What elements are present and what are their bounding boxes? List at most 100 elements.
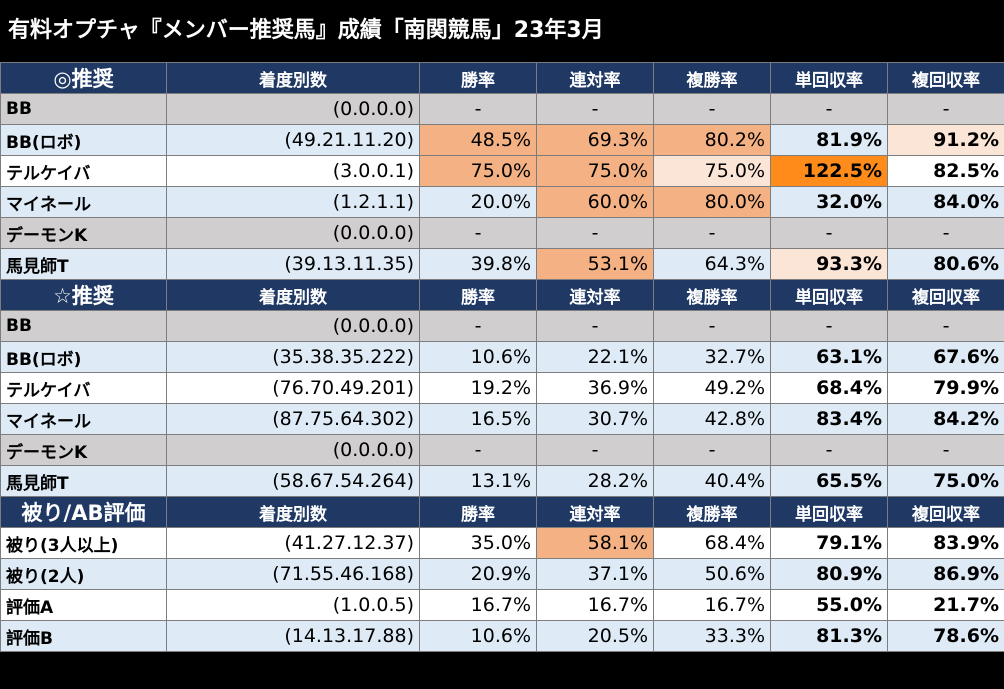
stat-cell: 37.1% bbox=[536, 558, 654, 590]
stat-cell: 67.6% bbox=[887, 341, 1004, 373]
stat-cell: 86.9% bbox=[887, 558, 1004, 590]
stat-cell: 20.5% bbox=[536, 620, 654, 652]
stat-cell: - bbox=[419, 93, 537, 125]
stat-cell: 32.0% bbox=[770, 186, 888, 218]
row-name: 被り(2人) bbox=[0, 558, 167, 590]
stat-cell: 16.5% bbox=[419, 403, 537, 435]
stat-cell: 53.1% bbox=[536, 248, 654, 280]
column-header: 複回収率 bbox=[887, 279, 1004, 311]
stat-cell: 36.9% bbox=[536, 372, 654, 404]
stat-cell: 19.2% bbox=[419, 372, 537, 404]
table-row: BB (0.0.0.0) - - - - - bbox=[0, 93, 1004, 125]
stat-cell: 75.0% bbox=[887, 465, 1004, 497]
table-row: 評価A (1.0.0.5) 16.7% 16.7% 16.7% 55.0% 21.7% bbox=[0, 589, 1004, 621]
column-header: 複回収率 bbox=[887, 62, 1004, 94]
stat-cell: - bbox=[770, 93, 888, 125]
column-header: 複勝率 bbox=[653, 496, 771, 528]
row-record: (0.0.0.0) bbox=[166, 217, 420, 249]
stat-cell: 42.8% bbox=[653, 403, 771, 435]
stat-cell: 63.1% bbox=[770, 341, 888, 373]
stat-cell: 33.3% bbox=[653, 620, 771, 652]
column-header: 着度別数 bbox=[166, 279, 420, 311]
stat-cell: - bbox=[653, 93, 771, 125]
row-record: (0.0.0.0) bbox=[166, 93, 420, 125]
stat-cell: - bbox=[887, 310, 1004, 342]
row-name: 馬見師T bbox=[0, 248, 167, 280]
stat-cell: 60.0% bbox=[536, 186, 654, 218]
page-title: 有料オプチャ『メンバー推奨馬』成績「南関競馬」23年3月 bbox=[8, 18, 604, 43]
stat-cell: 10.6% bbox=[419, 620, 537, 652]
stat-cell: 65.5% bbox=[770, 465, 888, 497]
row-record: (35.38.35.222) bbox=[166, 341, 420, 373]
column-header: 勝率 bbox=[419, 62, 537, 94]
column-header: 複勝率 bbox=[653, 279, 771, 311]
table-row: BB (0.0.0.0) - - - - - bbox=[0, 310, 1004, 342]
row-name: デーモンK bbox=[0, 434, 167, 466]
stat-cell: 81.3% bbox=[770, 620, 888, 652]
column-header: 複回収率 bbox=[887, 496, 1004, 528]
row-record: (39.13.11.35) bbox=[166, 248, 420, 280]
table-row: 馬見師T (39.13.11.35) 39.8% 53.1% 64.3% 93.3% 80.… bbox=[0, 248, 1004, 280]
column-header: 勝率 bbox=[419, 496, 537, 528]
table-row: 被り(2人) (71.55.46.168) 20.9% 37.1% 50.6% 80.9%… bbox=[0, 558, 1004, 590]
stat-cell: - bbox=[536, 434, 654, 466]
table-row: 馬見師T (58.67.54.264) 13.1% 28.2% 40.4% 65.5% 75… bbox=[0, 465, 1004, 497]
table-row: デーモンK (0.0.0.0) - - - - - bbox=[0, 434, 1004, 466]
stat-cell: 55.0% bbox=[770, 589, 888, 621]
stat-cell: 122.5% bbox=[770, 155, 888, 187]
stat-cell: 91.2% bbox=[887, 124, 1004, 156]
table-row: 被り(3人以上) (41.27.12.37) 35.0% 58.1% 68.4% 79.1… bbox=[0, 527, 1004, 559]
stat-cell: - bbox=[770, 434, 888, 466]
stat-cell: 84.2% bbox=[887, 403, 1004, 435]
row-record: (76.70.49.201) bbox=[166, 372, 420, 404]
stat-cell: 93.3% bbox=[770, 248, 888, 280]
row-record: (71.55.46.168) bbox=[166, 558, 420, 590]
column-header: 着度別数 bbox=[166, 62, 420, 94]
table-row: マイネール (87.75.64.302) 16.5% 30.7% 42.8% 83.4% 8… bbox=[0, 403, 1004, 435]
table-row: BB(ロボ) (35.38.35.222) 10.6% 22.1% 32.7% 63.1%… bbox=[0, 341, 1004, 373]
column-header: 連対率 bbox=[536, 279, 654, 311]
table-row: 評価B (14.13.17.88) 10.6% 20.5% 33.3% 81.3% 78.6… bbox=[0, 620, 1004, 652]
row-name: BB bbox=[0, 93, 167, 125]
stat-cell: 28.2% bbox=[536, 465, 654, 497]
row-record: (49.21.11.20) bbox=[166, 124, 420, 156]
stat-cell: - bbox=[536, 310, 654, 342]
stat-cell: 75.0% bbox=[653, 155, 771, 187]
stat-cell: 58.1% bbox=[536, 527, 654, 559]
row-name: マイネール bbox=[0, 186, 167, 218]
row-record: (58.67.54.264) bbox=[166, 465, 420, 497]
stat-cell: - bbox=[536, 93, 654, 125]
stat-cell: 30.7% bbox=[536, 403, 654, 435]
stat-cell: 80.9% bbox=[770, 558, 888, 590]
stat-cell: 81.9% bbox=[770, 124, 888, 156]
stat-cell: 22.1% bbox=[536, 341, 654, 373]
column-header: 複勝率 bbox=[653, 62, 771, 94]
stat-cell: 64.3% bbox=[653, 248, 771, 280]
stat-cell: 39.8% bbox=[419, 248, 537, 280]
stat-cell: 68.4% bbox=[770, 372, 888, 404]
row-record: (0.0.0.0) bbox=[166, 434, 420, 466]
stat-cell: - bbox=[419, 217, 537, 249]
column-header: 単回収率 bbox=[770, 496, 888, 528]
stat-cell: 68.4% bbox=[653, 527, 771, 559]
stat-cell: 78.6% bbox=[887, 620, 1004, 652]
row-name: 馬見師T bbox=[0, 465, 167, 497]
row-name: BB bbox=[0, 310, 167, 342]
row-record: (1.0.0.5) bbox=[166, 589, 420, 621]
stat-cell: 16.7% bbox=[419, 589, 537, 621]
section-header-row: 被り/AB評価 着度別数 勝率 連対率 複勝率 単回収率 複回収率 bbox=[0, 496, 1004, 528]
stat-cell: 80.2% bbox=[653, 124, 771, 156]
stat-cell: 83.9% bbox=[887, 527, 1004, 559]
row-name: BB(ロボ) bbox=[0, 341, 167, 373]
stat-cell: 40.4% bbox=[653, 465, 771, 497]
stat-cell: 82.5% bbox=[887, 155, 1004, 187]
results-table: ◎推奨 着度別数 勝率 連対率 複勝率 単回収率 複回収率 BB (0.0.0.0) - - - - - B… bbox=[0, 62, 1004, 652]
row-record: (41.27.12.37) bbox=[166, 527, 420, 559]
stat-cell: 69.3% bbox=[536, 124, 654, 156]
row-record: (1.2.1.1) bbox=[166, 186, 420, 218]
row-record: (0.0.0.0) bbox=[166, 310, 420, 342]
table-row: マイネール (1.2.1.1) 20.0% 60.0% 80.0% 32.0% 84.0% bbox=[0, 186, 1004, 218]
row-name: 評価A bbox=[0, 589, 167, 621]
stat-cell: 35.0% bbox=[419, 527, 537, 559]
stat-cell: - bbox=[770, 217, 888, 249]
